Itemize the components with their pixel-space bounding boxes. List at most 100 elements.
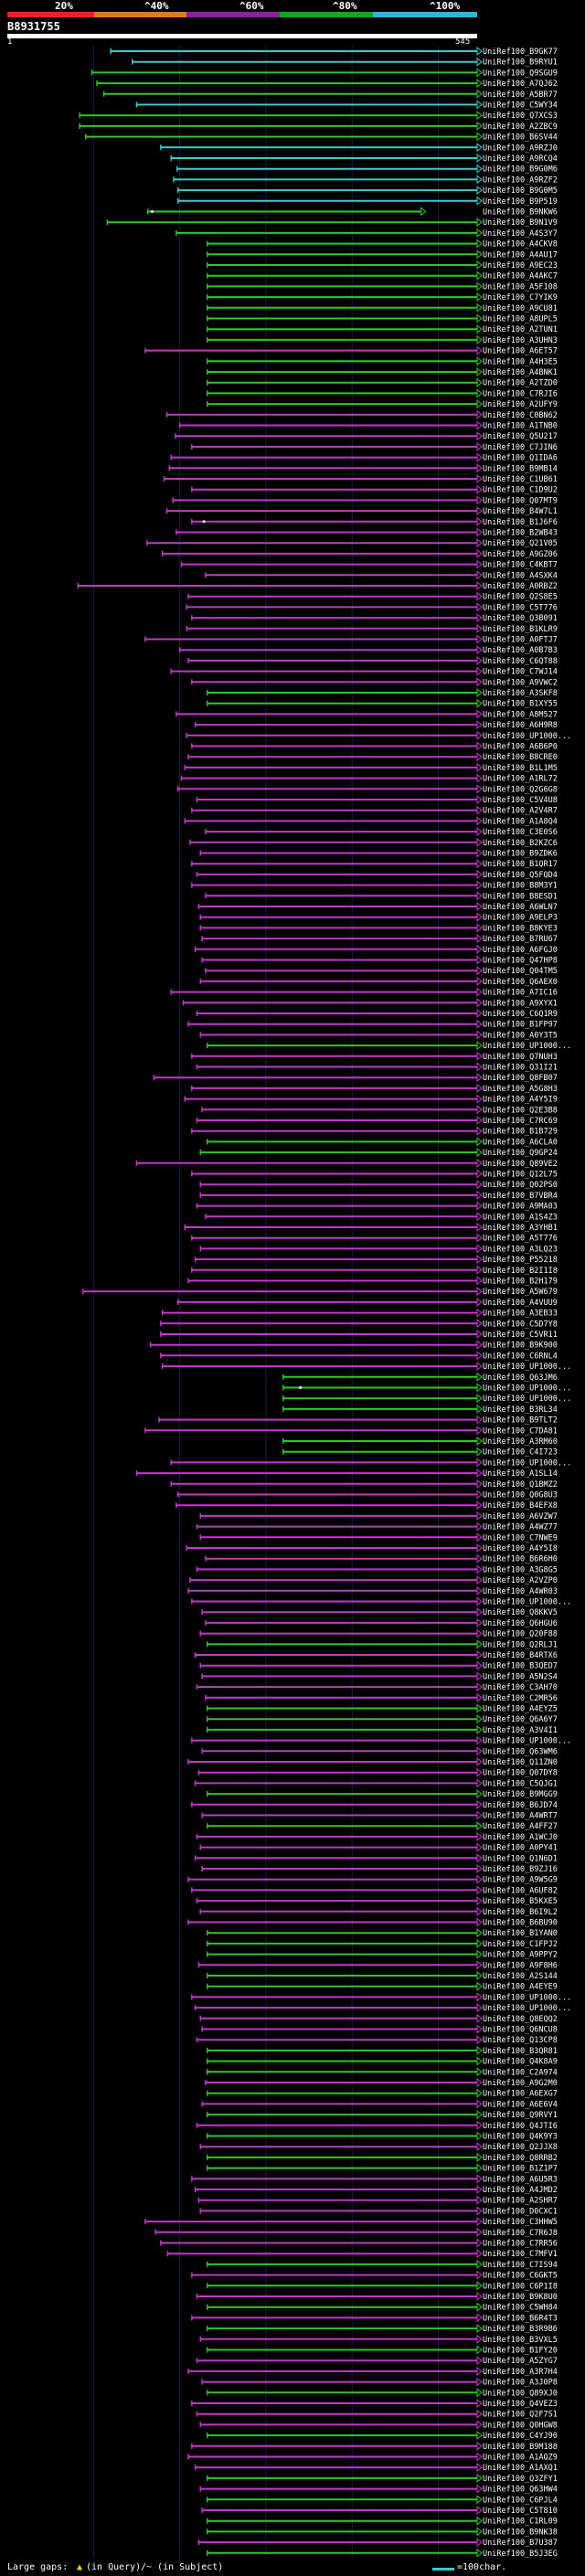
hit-row[interactable]: UniRef100_A1SL14 — [135, 1468, 558, 1479]
hit-row[interactable]: UniRef100_C6PJL4 — [207, 2495, 558, 2505]
hit-id-label[interactable]: UniRef100_Q89XJ0 — [483, 2389, 558, 2398]
hit-row[interactable]: UniRef100_Q6A6Y7 — [207, 1714, 558, 1724]
hit-row[interactable]: UniRef100_A2SHR7 — [197, 2195, 558, 2206]
hit-id-label[interactable]: UniRef100_Q2E3B8 — [483, 1106, 558, 1115]
hit-id-label[interactable]: UniRef100_Q2JJX8 — [483, 2143, 558, 2152]
hit-row[interactable]: UniRef100_B9NKW6 — [146, 207, 558, 217]
hit-id-label[interactable]: UniRef100_A0FTJ7 — [483, 636, 558, 645]
hit-row[interactable]: UniRef100_Q11ZN0 — [187, 1756, 558, 1767]
hit-id-label[interactable]: UniRef100_B9M188 — [483, 2443, 558, 2452]
hit-row[interactable]: UniRef100_Q5FQD4 — [196, 869, 558, 880]
hit-row[interactable]: UniRef100_B6R4T3 — [191, 2313, 558, 2323]
hit-row[interactable]: UniRef100_C5WY34 — [135, 100, 558, 111]
hit-id-label[interactable]: UniRef100_Q1IDA6 — [483, 454, 558, 463]
hit-id-label[interactable]: UniRef100_UP1000... — [483, 1042, 571, 1051]
hit-row[interactable]: UniRef100_UP1000... — [194, 2003, 572, 2013]
hit-id-label[interactable]: UniRef100_C5WH84 — [483, 2304, 558, 2313]
hit-id-label[interactable]: UniRef100_Q2S8E5 — [483, 593, 558, 602]
hit-row[interactable]: UniRef100_Q9GP24 — [199, 1148, 558, 1158]
hit-row[interactable]: UniRef100_Q12L75 — [191, 1169, 558, 1180]
hit-id-label[interactable]: UniRef100_B1L1M5 — [483, 764, 558, 773]
hit-row[interactable]: UniRef100_A3RM60 — [282, 1436, 558, 1447]
hit-id-label[interactable]: UniRef100_C6GKT5 — [483, 2272, 558, 2281]
hit-row[interactable]: UniRef100_C7RJI6 — [207, 388, 558, 398]
hit-id-label[interactable]: UniRef100_B3QED7 — [483, 1662, 558, 1671]
hit-id-label[interactable]: UniRef100_UP1000... — [483, 1737, 571, 1746]
hit-id-label[interactable]: UniRef100_C5T776 — [483, 603, 558, 612]
hit-id-label[interactable]: UniRef100_A5N2S4 — [483, 1672, 558, 1681]
hit-row[interactable]: UniRef100_Q8EQQ2 — [199, 2013, 558, 2024]
hit-row[interactable]: UniRef100_B9MB14 — [168, 463, 558, 473]
hit-row[interactable]: UniRef100_Q20F88 — [199, 1628, 558, 1639]
hit-id-label[interactable]: UniRef100_C7RC69 — [483, 1117, 558, 1126]
hit-row[interactable]: UniRef100_B1QR17 — [191, 859, 558, 869]
hit-row[interactable]: UniRef100_B5KXE5 — [196, 1896, 558, 1906]
hit-row[interactable]: UniRef100_B8M3Y1 — [191, 880, 558, 891]
hit-id-label[interactable]: UniRef100_B9ZDK6 — [483, 850, 558, 859]
hit-id-label[interactable]: UniRef100_Q1BMZ2 — [483, 1480, 558, 1489]
hit-id-label[interactable]: UniRef100_A3V4I1 — [483, 1726, 558, 1735]
hit-id-label[interactable]: UniRef100_A9XYX1 — [483, 999, 558, 1008]
hit-id-label[interactable]: UniRef100_B3VXL5 — [483, 2336, 558, 2345]
hit-row[interactable]: UniRef100_A9G2M0 — [205, 2077, 558, 2088]
hit-row[interactable]: UniRef100_Q2E3B8 — [201, 1105, 558, 1115]
hit-row[interactable]: UniRef100_A2ZBC9 — [79, 121, 558, 132]
hit-id-label[interactable]: UniRef100_B6SV44 — [483, 133, 558, 143]
hit-row[interactable]: UniRef100_Q1N6D1 — [194, 1853, 558, 1863]
hit-id-label[interactable]: UniRef100_Q4K9Y3 — [483, 2133, 558, 2142]
hit-id-label[interactable]: UniRef100_B1FY20 — [483, 2347, 558, 2356]
hit-row[interactable]: UniRef100_B2I1I8 — [191, 1265, 558, 1276]
hit-row[interactable]: UniRef100_UP1000... — [170, 1458, 571, 1468]
hit-id-label[interactable]: UniRef100_Q2G6G8 — [483, 785, 558, 794]
hit-row[interactable]: UniRef100_A9PPY2 — [207, 1949, 558, 1960]
hit-row[interactable]: UniRef100_A2TUN1 — [207, 324, 558, 334]
hit-row[interactable]: UniRef100_Q8KKV5 — [201, 1607, 558, 1617]
hit-row[interactable]: UniRef100_A6EXG7 — [207, 2088, 558, 2099]
hit-id-label[interactable]: UniRef100_UP1000... — [483, 1993, 571, 2002]
hit-id-label[interactable]: UniRef100_A3J0P8 — [483, 2379, 558, 2388]
hit-id-label[interactable]: UniRef100_A8M527 — [483, 710, 558, 719]
hit-id-label[interactable]: UniRef100_B1B729 — [483, 1128, 558, 1137]
hit-id-label[interactable]: UniRef100_A3RM60 — [483, 1437, 558, 1447]
hit-id-label[interactable]: UniRef100_C5QJG1 — [483, 1779, 558, 1788]
hit-id-label[interactable]: UniRef100_Q21V05 — [483, 539, 558, 548]
hit-id-label[interactable]: UniRef100_B2KZC6 — [483, 839, 558, 848]
hit-row[interactable]: UniRef100_B9G0M5 — [176, 186, 558, 196]
hit-row[interactable]: UniRef100_Q63HW4 — [199, 2484, 558, 2495]
hit-id-label[interactable]: UniRef100_B4EFX8 — [483, 1501, 558, 1511]
hit-row[interactable]: UniRef100_UP1000... — [191, 1596, 571, 1607]
hit-id-label[interactable]: UniRef100_A2TZD0 — [483, 379, 558, 388]
hit-id-label[interactable]: UniRef100_A6UF82 — [483, 1886, 558, 1895]
hit-id-label[interactable]: UniRef100_Q7XCS3 — [483, 111, 558, 121]
hit-row[interactable]: UniRef100_C5V4U8 — [196, 794, 558, 805]
hit-id-label[interactable]: UniRef100_A3YHB1 — [483, 1224, 558, 1233]
hit-row[interactable]: UniRef100_C7RC69 — [196, 1115, 558, 1126]
hit-row[interactable]: UniRef100_A3YHB1 — [184, 1222, 558, 1233]
hit-id-label[interactable]: UniRef100_C6Q1R9 — [483, 1010, 558, 1019]
hit-row[interactable]: UniRef100_A2S144 — [207, 1970, 558, 1981]
hit-row[interactable]: UniRef100_A8UPL5 — [207, 313, 558, 324]
hit-row[interactable]: UniRef100_C5T776 — [186, 602, 558, 612]
hit-row[interactable]: UniRef100_B8CRE0 — [187, 752, 558, 762]
hit-id-label[interactable]: UniRef100_B2WB43 — [483, 529, 558, 538]
hit-id-label[interactable]: UniRef100_A9F8H6 — [483, 1961, 558, 1970]
hit-id-label[interactable]: UniRef100_UP1000... — [483, 1458, 571, 1468]
hit-id-label[interactable]: UniRef100_A6ET57 — [483, 347, 558, 356]
hit-id-label[interactable]: UniRef100_C5D7Y8 — [483, 1320, 558, 1329]
hit-row[interactable]: UniRef100_A3J0P8 — [201, 2377, 558, 2388]
hit-row[interactable]: UniRef100_B1Z1P7 — [207, 2163, 558, 2174]
hit-id-label[interactable]: UniRef100_A9RZF2 — [483, 175, 558, 185]
hit-row[interactable]: UniRef100_UP1000... — [207, 1041, 571, 1051]
hit-row[interactable]: UniRef100_C5WH84 — [207, 2302, 558, 2313]
hit-id-label[interactable]: UniRef100_A4WR03 — [483, 1587, 558, 1596]
hit-id-label[interactable]: UniRef100_B9N1V9 — [483, 218, 558, 228]
hit-id-label[interactable]: UniRef100_B1FP97 — [483, 1021, 558, 1030]
hit-id-label[interactable]: UniRef100_A4SXK4 — [483, 571, 558, 580]
hit-row[interactable]: UniRef100_A0Y3T5 — [199, 1030, 558, 1040]
hit-row[interactable]: UniRef100_Q4K8A9 — [207, 2056, 558, 2067]
hit-row[interactable]: UniRef100_C5QJG1 — [194, 1778, 558, 1788]
hit-row[interactable]: UniRef100_C7IS94 — [207, 2259, 558, 2270]
hit-row[interactable]: UniRef100_A6H9R8 — [194, 720, 558, 730]
hit-id-label[interactable]: UniRef100_A1S4Z3 — [483, 1213, 558, 1222]
hit-row[interactable]: UniRef100_B3RL34 — [282, 1404, 558, 1415]
